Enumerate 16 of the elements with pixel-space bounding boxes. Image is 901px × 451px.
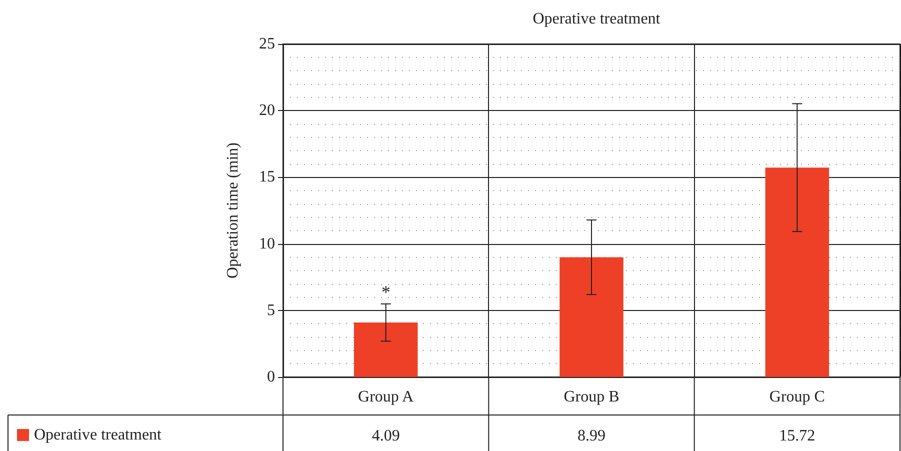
x-tick-label: Group B xyxy=(564,388,620,406)
y-axis-title: Operation time (min) xyxy=(224,142,242,278)
annotation: * xyxy=(381,282,390,302)
chart-title: Operative treatment xyxy=(532,10,661,28)
y-tick-label: 20 xyxy=(259,102,275,120)
y-tick-label: 15 xyxy=(259,168,275,186)
data-label: 8.99 xyxy=(578,428,606,444)
y-tick-label: 5 xyxy=(267,302,275,319)
x-tick-label: Group A xyxy=(358,388,414,406)
y-tick-label: 10 xyxy=(259,235,275,252)
y-tick-label: 25 xyxy=(259,36,275,52)
x-tick-label: Group C xyxy=(769,388,825,406)
legend-label: Operative treatment xyxy=(34,426,162,444)
y-tick-label: 0 xyxy=(267,368,275,386)
data-label: 4.09 xyxy=(372,428,400,444)
data-label: 15.72 xyxy=(779,428,816,444)
